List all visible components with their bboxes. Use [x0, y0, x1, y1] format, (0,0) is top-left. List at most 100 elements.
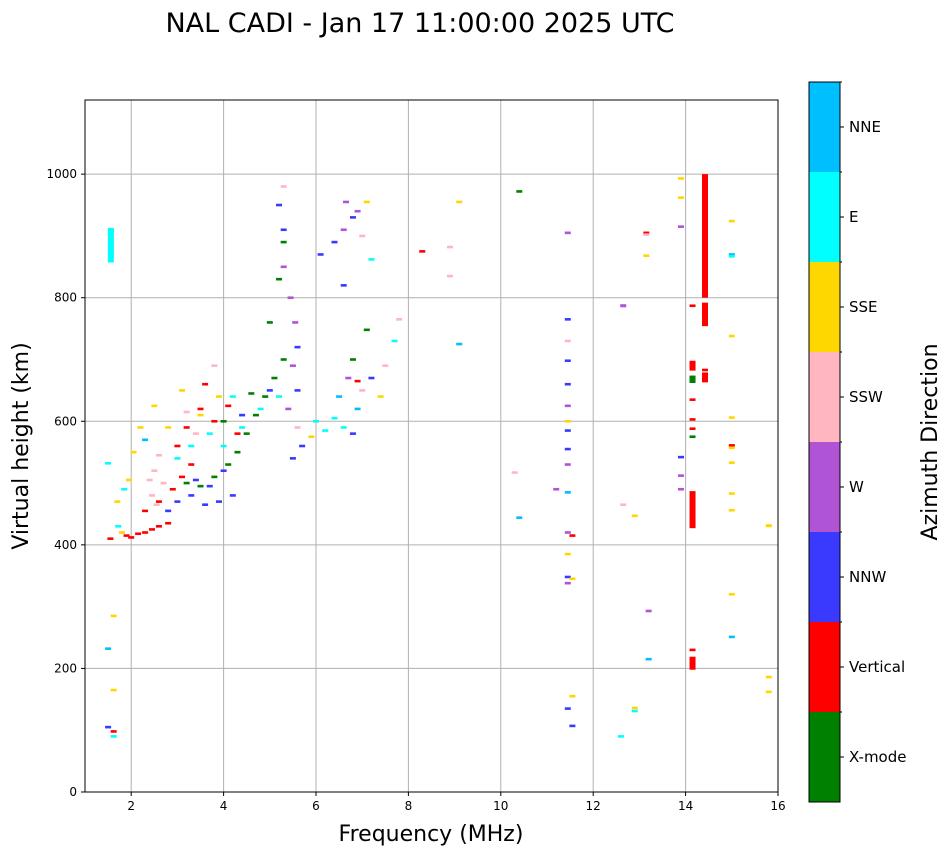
echo-w	[564, 404, 571, 408]
echo-sse	[728, 592, 735, 596]
plot-area: 2 4 6 8 10 12 14 16 0 200 400 600 800 1000	[46, 99, 786, 813]
echo-sse	[125, 478, 132, 482]
echo-vertical	[135, 532, 142, 536]
echo-vertical	[689, 667, 696, 670]
x-tick-label: 6	[312, 799, 320, 813]
echo-ssw	[146, 478, 153, 482]
echo-nne	[456, 342, 463, 346]
echo-ssw	[183, 410, 190, 414]
echo-ssw	[446, 245, 453, 249]
echo-sse	[728, 508, 735, 512]
echo-sse	[765, 675, 772, 679]
echo-ssw	[359, 389, 366, 392]
echo-sse	[728, 416, 735, 419]
echo-vertical	[107, 537, 114, 540]
echo-nne	[336, 395, 343, 398]
echo-nnw	[294, 345, 301, 349]
echo-ssw	[211, 364, 218, 367]
colorbar-label: Azimuth Direction	[918, 343, 943, 540]
echo-vertical	[689, 648, 696, 652]
echo-ssw	[280, 185, 287, 188]
echo-vertical	[689, 360, 696, 371]
echo-x-mode	[689, 435, 696, 439]
echo-vertical	[197, 407, 204, 411]
echo-w	[564, 463, 571, 466]
echo-nnw	[105, 725, 112, 729]
echo-vertical	[689, 523, 696, 527]
echo-e	[105, 462, 112, 465]
x-tick-label: 4	[220, 799, 228, 813]
echo-x-mode	[271, 376, 278, 380]
echo-nnw	[569, 724, 576, 728]
echo-vertical	[110, 730, 117, 733]
echo-w	[280, 265, 287, 269]
echo-sse	[765, 524, 772, 528]
echo-vertical	[689, 304, 696, 308]
colorbar-frame	[808, 81, 841, 803]
echo-nnw	[192, 478, 199, 482]
echo-nnw	[564, 318, 571, 321]
echo-vertical	[179, 475, 186, 479]
echo-nne	[645, 657, 652, 661]
echo-w	[553, 487, 560, 491]
echo-vertical	[211, 419, 218, 423]
echo-w	[287, 296, 294, 300]
echo-ssw	[446, 274, 453, 278]
echo-e	[188, 444, 195, 448]
echo-x-mode	[266, 321, 273, 324]
echo-w	[620, 304, 627, 308]
echo-x-mode	[363, 328, 370, 332]
echo-ssw	[155, 453, 162, 457]
echo-nne	[105, 647, 112, 650]
echo-nnw	[299, 444, 306, 448]
echo-sse	[631, 706, 638, 710]
echo-vertical	[165, 521, 172, 525]
x-axis-ticks: 2 4 6 8 10 12 14 16	[127, 792, 786, 813]
echo-ssw	[148, 494, 155, 497]
echo-x-mode	[243, 432, 250, 435]
echo-sse	[308, 435, 315, 439]
echo-x-mode	[183, 481, 190, 485]
echo-vertical	[128, 536, 135, 539]
echo-vertical	[702, 174, 709, 298]
echo-sse	[165, 426, 172, 429]
echo-sse	[728, 446, 735, 450]
echo-nnw	[202, 503, 209, 506]
echo-e	[220, 444, 227, 448]
echo-sse	[643, 254, 650, 257]
echo-sse	[728, 461, 735, 464]
echo-sse	[215, 395, 222, 398]
echo-nnw	[564, 382, 571, 386]
echo-nnw	[317, 253, 324, 256]
echo-w	[354, 209, 361, 213]
echo-nnw	[349, 432, 356, 435]
echo-nnw	[215, 500, 222, 503]
colorbar-tick-label: NNE	[849, 118, 881, 136]
echo-x-mode	[225, 463, 232, 466]
x-tick-label: 8	[405, 799, 413, 813]
echo-sse	[677, 196, 684, 199]
echo-vertical	[169, 487, 176, 491]
echo-sse	[728, 219, 735, 223]
echo-nnw	[220, 469, 227, 473]
echo-nnw	[239, 413, 246, 417]
echo-x-mode	[211, 475, 218, 479]
echo-sse	[677, 177, 684, 180]
echo-e	[121, 487, 128, 491]
echo-x-mode	[280, 240, 287, 244]
echo-nne	[564, 491, 571, 494]
echo-e	[368, 258, 375, 261]
echo-sse	[118, 531, 125, 534]
echo-nnw	[294, 389, 301, 392]
echo-vertical	[155, 525, 162, 528]
echo-w	[340, 228, 347, 232]
echo-ssw	[160, 481, 167, 485]
echo-vertical	[202, 382, 209, 386]
x-axis-label: Frequency (MHz)	[339, 822, 524, 847]
echo-sse	[564, 419, 571, 423]
colorbar-segment-x-mode	[809, 712, 840, 802]
colorbar-tick-label: X-mode	[849, 748, 906, 766]
colorbar-tick-label: Vertical	[849, 658, 905, 676]
echo-e	[313, 419, 319, 423]
echo-x-mode	[689, 375, 696, 383]
